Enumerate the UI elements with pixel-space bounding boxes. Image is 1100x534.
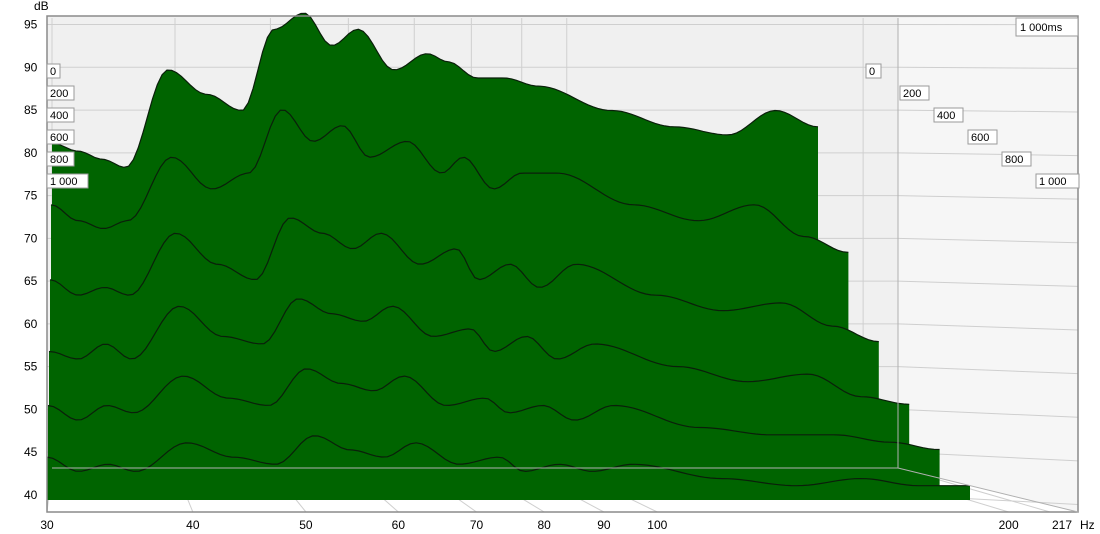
grid-line-side: [897, 323, 1079, 331]
plot-frame: [46, 15, 1079, 513]
time-label-side: 600: [967, 129, 998, 145]
time-label-front: 400: [46, 107, 75, 123]
time-label-text: 200: [50, 88, 68, 100]
x-tick-label: 217: [1052, 518, 1072, 532]
time-label-text: 1 000: [1039, 176, 1067, 188]
decay-slice-outline-600ms: [48, 298, 910, 405]
time-label-box: [1001, 151, 1032, 167]
time-max-badge: 1 000ms: [1015, 17, 1079, 37]
y-tick-label: 90: [24, 60, 38, 74]
x-tick-label: 90: [597, 518, 611, 532]
outer-frame: [46, 15, 1079, 513]
y-axis-ticks: 95 90 85 80 75 70 65 60 55 50 45 40: [24, 18, 38, 502]
time-label-side: 800: [1001, 151, 1032, 167]
y-tick-label: 55: [24, 360, 38, 374]
y-tick-label: 95: [24, 18, 38, 32]
side-wall: [898, 16, 1078, 512]
time-label-box: [865, 63, 882, 79]
time-max-label: 1 000ms: [1020, 22, 1063, 34]
time-label-front: 600: [46, 129, 75, 145]
time-label-text: 800: [50, 154, 68, 166]
time-label-side: 0: [865, 63, 882, 79]
y-tick-label: 80: [24, 146, 38, 160]
time-label-text: 0: [50, 66, 56, 78]
time-label-box: [46, 107, 75, 123]
time-label-box: [46, 85, 75, 101]
time-label-box: [899, 85, 930, 101]
time-label-text: 800: [1005, 154, 1023, 166]
x-tick-label: 70: [470, 518, 484, 532]
decay-slice-outline-1000ms: [46, 435, 970, 487]
grid-line-side: [897, 109, 1079, 113]
time-label-box: [1035, 173, 1080, 189]
x-tick-label: 50: [299, 518, 313, 532]
time-label-side: 200: [899, 85, 930, 101]
time-label-box: [46, 173, 89, 189]
grid-line-side: [897, 66, 1079, 69]
time-label-text: 600: [50, 132, 68, 144]
time-label-text: 600: [971, 132, 989, 144]
grid-line-side: [897, 237, 1079, 244]
decay-slice-outline-0ms: [51, 12, 819, 168]
decay-slice-outline-200ms: [50, 109, 849, 253]
y-tick-label: 45: [24, 445, 38, 459]
y-tick-label: 85: [24, 103, 38, 117]
x-tick-label: 200: [999, 518, 1019, 532]
x-tick-label: 100: [647, 518, 667, 532]
time-label-box: [46, 63, 61, 79]
y-unit-label: dB: [34, 0, 49, 13]
time-label-side: 400: [933, 107, 964, 123]
x-tick-label: 30: [40, 518, 54, 532]
grid-line-side: [897, 152, 1079, 157]
time-label-box: [46, 151, 75, 167]
y-tick-label: 65: [24, 274, 38, 288]
decay-slice-800ms: [48, 369, 940, 494]
y-tick-label: 70: [24, 231, 38, 245]
decay-slices: [46, 12, 970, 500]
time-labels-front: 0 200 400 600 800 1 000: [46, 63, 89, 189]
y-tick-label: 40: [24, 488, 38, 502]
y-tick-label: 75: [24, 189, 38, 203]
y-tick-label: 60: [24, 317, 38, 331]
time-label-text: 400: [937, 110, 955, 122]
decay-slice-outline-800ms: [47, 368, 940, 451]
grid-line-side: [897, 195, 1079, 200]
time-label-front: 1 000: [46, 173, 89, 189]
y-tick-label: 50: [24, 402, 38, 416]
time-label-box: [967, 129, 998, 145]
time-label-box: [933, 107, 964, 123]
time-label-front: 0: [46, 63, 61, 79]
time-label-front: 800: [46, 151, 75, 167]
time-label-side: 1 000: [1035, 173, 1080, 189]
x-tick-label: 80: [538, 518, 552, 532]
time-max-box: [1015, 17, 1079, 37]
grid-line-side: [897, 408, 1079, 418]
x-axis-ticks: 30 40 50 60 70 80 90 100 200 217: [40, 518, 1072, 532]
x-tick-label: 60: [392, 518, 406, 532]
x-unit-label: Hz: [1080, 518, 1095, 532]
time-label-text: 200: [903, 88, 921, 100]
time-label-box: [46, 129, 75, 145]
time-labels-side: 0 200 400 600 800 1 000: [865, 63, 1080, 189]
x-tick-label: 40: [186, 518, 200, 532]
time-label-text: 400: [50, 110, 68, 122]
grid-line-side: [897, 280, 1079, 287]
time-label-text: 0: [869, 66, 875, 78]
side-floor-edge: [897, 467, 1079, 513]
time-label-text: 1 000: [50, 176, 78, 188]
decay-slice-outline-400ms: [49, 217, 879, 343]
time-label-front: 200: [46, 85, 75, 101]
grid-line-side: [897, 366, 1079, 375]
